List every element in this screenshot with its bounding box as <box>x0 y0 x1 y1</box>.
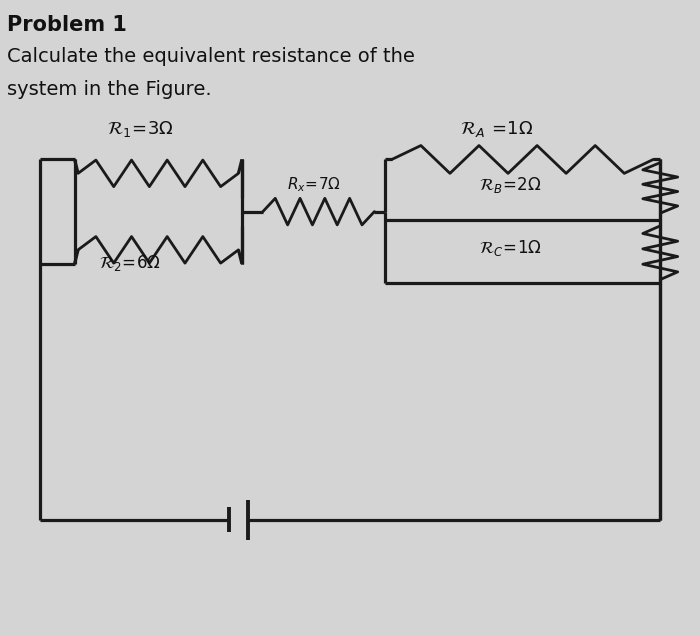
Text: $R_x\!=\!7\Omega$: $R_x\!=\!7\Omega$ <box>287 175 341 194</box>
Text: Problem 1: Problem 1 <box>7 15 127 36</box>
Text: $\mathcal{R}_B\!=\!2\Omega$: $\mathcal{R}_B\!=\!2\Omega$ <box>479 175 542 195</box>
Text: system in the Figure.: system in the Figure. <box>7 81 211 100</box>
Text: $\mathcal{R}_1\!=\!3\Omega$: $\mathcal{R}_1\!=\!3\Omega$ <box>108 119 174 139</box>
Text: $\mathcal{R}_C\!=\!1\Omega$: $\mathcal{R}_C\!=\!1\Omega$ <box>479 238 542 258</box>
Text: $\mathcal{R}_2\!=\!6\Omega$: $\mathcal{R}_2\!=\!6\Omega$ <box>99 253 162 273</box>
Text: Calculate the equivalent resistance of the: Calculate the equivalent resistance of t… <box>7 47 415 66</box>
Text: $\mathcal{R}_A\ \!=\!1\Omega$: $\mathcal{R}_A\ \!=\!1\Omega$ <box>460 119 533 139</box>
